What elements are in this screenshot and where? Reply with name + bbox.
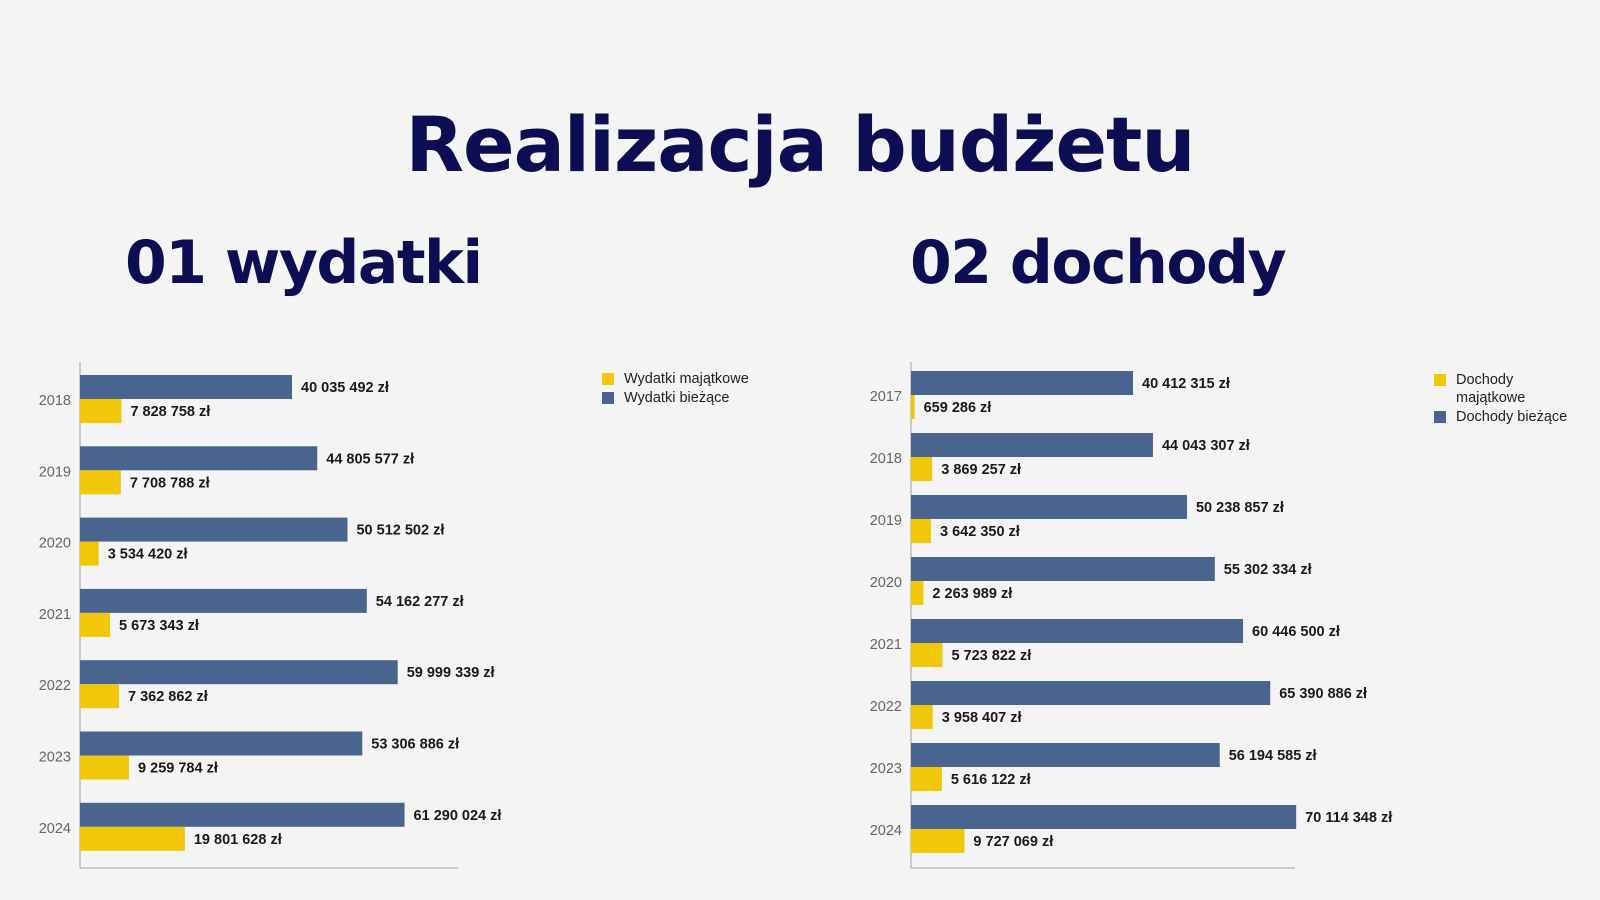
y-tick-label-2019: 2019 [39,464,71,480]
data-label-capital-2024: 19 801 628 zł [194,832,282,848]
data-label-current-2019: 44 805 577 zł [326,451,414,467]
y-tick-label-2024: 2024 [870,823,902,839]
data-label-current-2020: 50 512 502 zł [356,523,444,539]
y-tick-label-2023: 2023 [39,750,71,766]
expenses-legend: Wydatki majątkowe Wydatki bieżące [602,370,749,408]
data-label-capital-2020: 2 263 989 zł [932,586,1012,602]
data-label-capital-2022: 3 958 407 zł [942,710,1022,726]
legend-item-current: Wydatki bieżące [602,389,749,407]
y-tick-label-2017: 2017 [870,389,902,405]
bar-current-2021 [911,619,1244,643]
data-label-current-2022: 65 390 886 zł [1279,686,1367,702]
bar-capital-2022 [80,684,119,709]
bar-current-2022 [911,681,1271,705]
bar-current-2024 [911,805,1297,829]
legend-label: Wydatki majątkowe [624,371,749,387]
data-label-current-2018: 44 043 307 zł [1162,438,1250,454]
bar-current-2020 [911,557,1215,581]
y-tick-label-2020: 2020 [39,536,71,552]
bar-current-2020 [80,517,348,542]
bar-capital-2021 [911,643,943,667]
data-label-capital-2020: 3 534 420 zł [108,547,188,563]
income-legend: Dochody majątkowe Dochody bieżące [1434,371,1574,427]
y-tick-label-2021: 2021 [39,607,71,623]
data-label-current-2022: 59 999 339 zł [407,665,495,681]
legend-swatch-current [1434,411,1446,423]
legend-item-capital: Wydatki majątkowe [602,370,749,388]
section-title-expenses: 01 wydatki [125,228,483,298]
y-tick-label-2024: 2024 [39,821,71,837]
bar-current-2021 [80,588,367,613]
bar-current-2019 [80,446,318,471]
bar-capital-2023 [911,767,942,791]
data-label-capital-2023: 5 616 122 zł [951,772,1031,788]
data-label-current-2023: 53 306 886 zł [371,737,459,753]
data-label-current-2017: 40 412 315 zł [1142,376,1230,392]
bar-current-2024 [80,802,405,827]
bar-capital-2024 [911,829,965,853]
bar-capital-2023 [80,755,130,780]
data-label-current-2020: 55 302 334 zł [1224,562,1312,578]
y-tick-label-2022: 2022 [870,699,902,715]
data-label-current-2024: 61 290 024 zł [414,808,502,824]
data-label-current-2019: 50 238 857 zł [1196,500,1284,516]
legend-item-capital: Dochody majątkowe [1434,371,1574,407]
legend-label: Dochody bieżące [1456,409,1568,425]
data-label-current-2018: 40 035 492 zł [301,380,389,396]
data-label-current-2021: 60 446 500 zł [1252,624,1340,640]
page-title: Realizacja budżetu [405,100,1196,189]
income-bar-chart: 40 412 315 zł 659 286 zł 2017 44 043 307 zł… [870,362,1392,869]
data-label-current-2023: 56 194 585 zł [1229,748,1317,764]
bar-capital-2020 [80,541,99,566]
bar-current-2019 [911,495,1187,519]
y-tick-label-2021: 2021 [870,637,902,653]
y-tick-label-2019: 2019 [870,513,902,529]
data-label-capital-2018: 7 828 758 zł [130,404,210,420]
y-tick-label-2018: 2018 [39,393,71,409]
bar-current-2018 [911,433,1153,457]
y-tick-label-2020: 2020 [870,575,902,591]
bar-capital-2018 [911,457,933,481]
bar-capital-2019 [80,470,121,495]
data-label-capital-2021: 5 673 343 zł [119,618,199,634]
legend-swatch-current [602,392,614,404]
bar-capital-2020 [911,581,924,605]
bar-capital-2018 [80,399,122,423]
legend-swatch-capital [1434,374,1446,386]
bar-capital-2019 [911,519,932,543]
y-tick-label-2023: 2023 [870,761,902,777]
legend-item-current: Dochody bieżące [1434,408,1574,426]
bar-current-2017 [911,371,1133,395]
legend-label: Wydatki bieżące [624,390,730,406]
bar-current-2018 [80,375,292,399]
data-label-capital-2022: 7 362 862 zł [128,689,208,705]
data-label-capital-2018: 3 869 257 zł [941,462,1021,478]
data-label-capital-2023: 9 259 784 zł [138,761,218,777]
bar-capital-2017 [911,395,915,419]
data-label-capital-2019: 3 642 350 zł [940,524,1020,540]
data-label-capital-2017: 659 286 zł [924,400,992,416]
bar-current-2023 [911,743,1220,767]
data-label-capital-2019: 7 708 788 zł [130,475,210,491]
legend-label: Dochody majątkowe [1456,372,1526,406]
data-label-capital-2024: 9 727 069 zł [973,834,1053,850]
bar-capital-2022 [911,705,933,729]
legend-swatch-capital [602,373,614,385]
bar-current-2022 [80,660,398,685]
y-tick-label-2018: 2018 [870,451,902,467]
bar-capital-2021 [80,612,111,637]
expenses-bar-chart: 40 035 492 zł 7 828 758 zł 2018 44 805 577 … [39,362,502,869]
section-title-income: 02 dochody [910,228,1287,298]
data-label-current-2021: 54 162 277 zł [376,594,464,610]
data-label-capital-2021: 5 723 822 zł [951,648,1031,664]
bar-capital-2024 [80,826,185,851]
y-tick-label-2022: 2022 [39,678,71,694]
data-label-current-2024: 70 114 348 zł [1305,810,1392,826]
bar-current-2023 [80,731,363,756]
